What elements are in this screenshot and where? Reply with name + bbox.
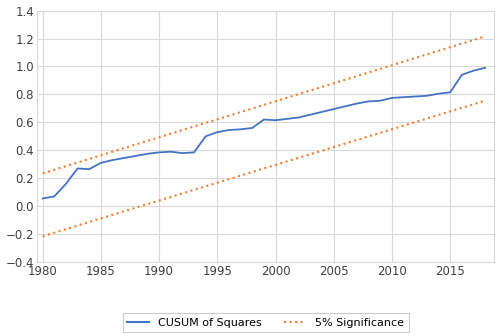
Legend: CUSUM of Squares, 5% Significance: CUSUM of Squares, 5% Significance	[122, 313, 408, 332]
